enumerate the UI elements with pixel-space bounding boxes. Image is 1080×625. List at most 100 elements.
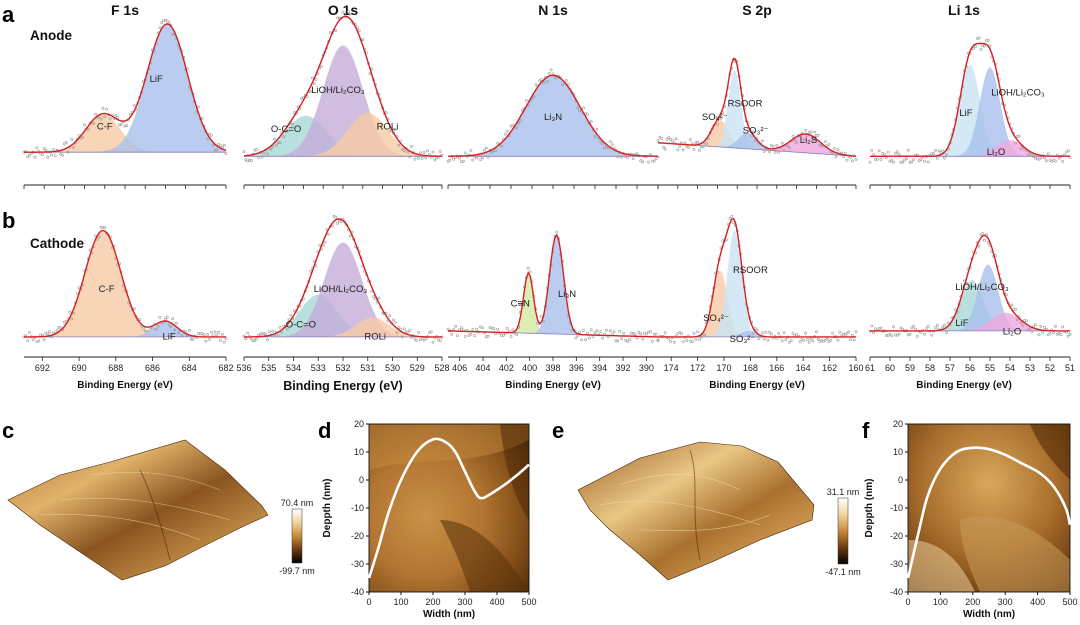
peak-label-a-N1s-li3n: Li₃N — [544, 112, 562, 123]
tick-label-b-N1s: 398 — [545, 363, 560, 373]
y-tick-label-d: -20 — [351, 531, 364, 541]
envelope-b-N1s — [447, 233, 658, 338]
peak-label-a-O1s-o-c-o: O-C=O — [271, 124, 301, 135]
y-tick-label-f: -40 — [890, 587, 903, 597]
tick-label-b-O1s: 530 — [385, 363, 400, 373]
peak-b-S2p-so4 — [658, 270, 856, 337]
x-tick-label-f: 300 — [998, 597, 1013, 607]
tick-label-b-N1s: 400 — [522, 363, 537, 373]
xps-axis-label-o1s: Binding Energy (eV) — [283, 379, 402, 393]
peak-a-O1s-o-c-o — [244, 115, 442, 157]
colorbar-e-max: 31.1 nm — [827, 487, 860, 497]
tick-label-b-S2p: 170 — [716, 363, 731, 373]
envelope-a-S2p — [657, 57, 857, 157]
y-tick-label-f: -10 — [890, 503, 903, 513]
tick-label-b-O1s: 528 — [434, 363, 449, 373]
panel-letter-e: e — [552, 418, 564, 443]
tick-label-b-F1s: 684 — [182, 363, 197, 373]
xps-panel-a-N1s: Li₃N — [446, 68, 660, 189]
x-tick-label-f: 100 — [933, 597, 948, 607]
tick-label-b-F1s: 688 — [108, 363, 123, 373]
y-tick-label-d: 10 — [354, 447, 364, 457]
y-tick-label-d: -10 — [351, 503, 364, 513]
peak-label-a-Li1s-li2o: Li₂O — [987, 147, 1005, 158]
column-title-s2p: S 2p — [742, 2, 772, 18]
peak-b-S2p-rsoor — [658, 231, 856, 337]
peak-label-a-Li1s-lif: LiF — [959, 108, 972, 119]
tick-label-b-O1s: 536 — [236, 363, 251, 373]
envelope-a-Li1s — [870, 42, 1070, 157]
column-title-n1s: N 1s — [538, 2, 568, 18]
peak-label-b-O1s-o-c-o: O-C=O — [286, 319, 316, 330]
peak-label-a-F1s-c-f: C-F — [97, 121, 113, 132]
x-tick-label-d: 300 — [457, 597, 472, 607]
peak-a-Li1s-lif — [870, 64, 1070, 157]
peak-label-b-O1s-lioh-li2co3: LiOH/Li₂CO₃ — [314, 284, 368, 295]
panel-letter-c: c — [2, 418, 14, 443]
tick-label-b-O1s: 535 — [261, 363, 276, 373]
peak-label-b-S2p-so3: SO₃²⁻ — [730, 334, 756, 345]
peak-label-b-N1s-li3n: Li₃N — [558, 289, 576, 300]
peak-a-Li1s-li2o — [870, 140, 1070, 157]
tick-label-b-Li1s: 52 — [1045, 363, 1055, 373]
peak-b-F1s-c-f — [24, 230, 226, 337]
x-axis-label-d: Width (nm) — [423, 609, 475, 620]
y-tick-label-f: 10 — [893, 447, 903, 457]
x-axis-label-f: Width (nm) — [963, 609, 1015, 620]
tick-label-b-N1s: 404 — [475, 363, 490, 373]
xps-panel-b-N1s: 406 404 402 400 398 396 394 392 390 C≡N Li₃N — [446, 230, 660, 373]
peak-label-b-F1s-c-f: C-F — [99, 284, 115, 295]
tick-label-b-Li1s: 53 — [1025, 363, 1035, 373]
x-tick-label-d: 400 — [489, 597, 504, 607]
tick-label-b-Li1s: 55 — [985, 363, 995, 373]
x-tick-label-f: 400 — [1030, 597, 1045, 607]
peak-label-b-N1s-c-n: C≡N — [511, 299, 530, 310]
peak-b-O1s-lioh-li2co3 — [244, 242, 442, 337]
peak-label-a-O1s-roli: ROLi — [377, 121, 399, 132]
envelope-b-S2p — [658, 217, 856, 338]
envelope-a-N1s — [448, 74, 658, 157]
peak-label-a-S2p-rsoor: RSOOR — [728, 98, 763, 109]
y-axis-label-f: Deppth (nm) — [864, 479, 875, 538]
peak-label-a-O1s-lioh-li2co3: LiOH/Li₂CO₃ — [311, 85, 365, 96]
peak-b-Li1s-li2o — [870, 312, 1070, 331]
tick-label-b-S2p: 172 — [690, 363, 705, 373]
tick-label-b-S2p: 166 — [769, 363, 784, 373]
xps-panel-a-Li1s: LiF LiOH/Li₂CO₃ Li₂O — [868, 36, 1072, 189]
column-title-f1s: F 1s — [111, 2, 139, 18]
colorbar-c-min: -99.7 nm — [279, 566, 315, 576]
envelope-b-F1s — [24, 229, 226, 338]
afm-3d-surface-c — [7, 439, 269, 581]
y-tick-label-f: 0 — [898, 475, 903, 485]
peak-b-N1s-li3n — [448, 234, 658, 337]
xps-panel-b-O1s: 536 535 534 533 532 531 530 529 528 O-C=O LiOH/Li₂… — [236, 214, 450, 373]
peak-b-Li1s-lioh-li2co3 — [870, 264, 1070, 331]
envelope-a-O1s — [243, 15, 442, 157]
panel-letter-b: b — [2, 208, 15, 233]
peak-b-Li1s-lif — [870, 280, 1070, 331]
peak-label-a-S2p-li2s: Li₂S — [800, 135, 817, 146]
peak-a-N1s-li3n — [448, 75, 658, 157]
peak-a-S2p-li2s — [658, 133, 856, 157]
xps-axis-label-f1s: Binding Energy (eV) — [77, 380, 173, 391]
envelope-b-O1s — [244, 218, 442, 338]
peak-a-S2p-so3 — [658, 132, 856, 157]
afm-3d-surface-e — [577, 441, 815, 581]
xps-panel-b-F1s: 692 690 688 686 684 682 C-F LiF — [22, 225, 234, 373]
y-tick-label-d: -30 — [351, 559, 364, 569]
colorbar-c-max: 70.4 nm — [281, 498, 314, 508]
tick-label-b-N1s: 402 — [499, 363, 514, 373]
profile-line-f — [906, 446, 1072, 579]
peak-b-O1s-o-c-o — [244, 294, 442, 337]
x-tick-label-d: 0 — [366, 597, 371, 607]
peak-a-F1s-lif — [24, 23, 226, 153]
peak-label-b-Li1s-lif: LiF — [955, 318, 968, 329]
tick-label-b-S2p: 168 — [743, 363, 758, 373]
x-tick-label-f: 200 — [965, 597, 980, 607]
xps-panel-b-Li1s: 61 60 59 58 57 56 55 54 53 52 51 LiF LiOH/Li₂CO₃ Li₂O — [865, 232, 1075, 373]
peak-label-a-S2p-so3: SO₃²⁻ — [743, 125, 769, 136]
tick-label-b-S2p: 164 — [796, 363, 811, 373]
y-tick-label-d: -40 — [351, 587, 364, 597]
